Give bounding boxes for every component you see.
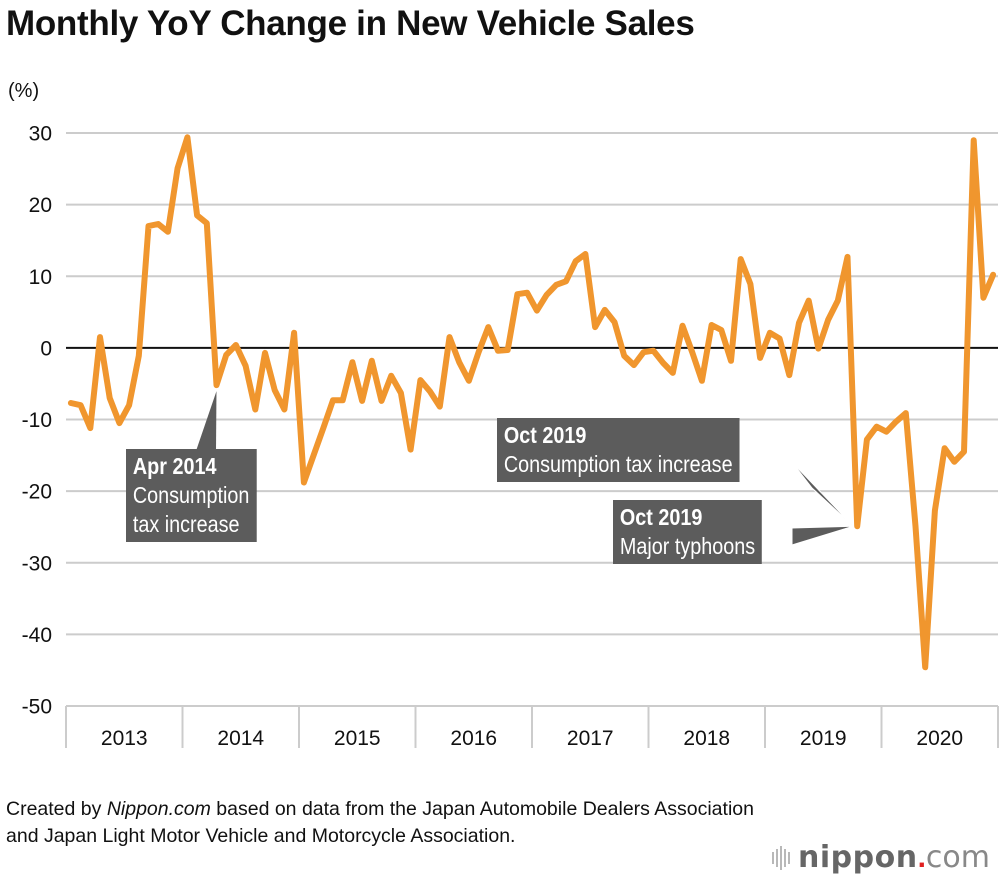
series-group: [67, 134, 997, 671]
chart-title: Monthly YoY Change in New Vehicle Sales: [6, 4, 695, 43]
y-tick-label: -10: [22, 409, 52, 432]
x-tick-label: 2019: [800, 727, 847, 750]
callout-pointer: [791, 461, 854, 527]
source-prefix: Created by: [6, 798, 107, 820]
x-tick-label: 2016: [450, 727, 497, 750]
logo-wordmark: nippon: [798, 840, 918, 875]
y-axis-ticks: 30 20 10 0 -10 -20 -30 -40 -50: [22, 123, 52, 719]
callout-heading: Apr 2014: [132, 453, 217, 479]
series-line: [67, 134, 997, 671]
y-tick-label: 30: [29, 123, 52, 146]
callout-line: tax increase: [132, 511, 240, 537]
x-tick-label: 2015: [334, 727, 381, 750]
callout-line: Major typhoons: [619, 533, 756, 559]
x-tick-label: 2020: [916, 727, 963, 750]
callout-pointer: [791, 525, 854, 546]
callout-oct-2019-typhoons: Oct 2019 Major typhoons: [613, 500, 762, 564]
y-tick-label: 0: [40, 337, 52, 360]
gridlines: [66, 132, 998, 636]
callout-pointers: [196, 391, 854, 546]
y-tick-label: 10: [29, 266, 52, 289]
callout-pointer: [196, 391, 217, 451]
source-note: Created by Nippon.com based on data from…: [6, 796, 766, 850]
callout-line: Consumption: [132, 482, 250, 508]
callout-heading: Oct 2019: [503, 422, 587, 448]
x-tick-label: 2018: [683, 727, 730, 750]
callout-heading: Oct 2019: [619, 504, 703, 530]
x-axis: 2013 2014 2015 2016 2017 2018 2019 2020: [65, 705, 999, 750]
y-tick-label: -40: [22, 624, 52, 647]
x-tick-label: 2014: [217, 727, 264, 750]
nippon-logo: nippon. com: [772, 840, 990, 875]
y-tick-label: -20: [22, 481, 52, 504]
sound-bars-icon: [772, 845, 790, 870]
y-tick-label: -30: [22, 552, 52, 575]
y-axis-unit-label: (%): [8, 80, 40, 102]
y-tick-label: 20: [29, 194, 52, 217]
x-tick-label: 2017: [567, 727, 614, 750]
source-publisher: Nippon.com: [106, 798, 211, 820]
callout-oct-2019-consumption-tax: Oct 2019 Consumption tax increase: [497, 418, 740, 482]
logo-tld: com: [925, 840, 990, 875]
x-tick-label: 2013: [101, 727, 148, 750]
callout-apr-2014: Apr 2014 Consumption tax increase: [126, 449, 257, 542]
y-tick-label: -50: [22, 696, 52, 719]
source-suffix: based on data from the Japan Automobile …: [6, 798, 754, 847]
logo-dot: .: [917, 840, 926, 874]
callout-line: Consumption tax increase: [503, 451, 733, 477]
